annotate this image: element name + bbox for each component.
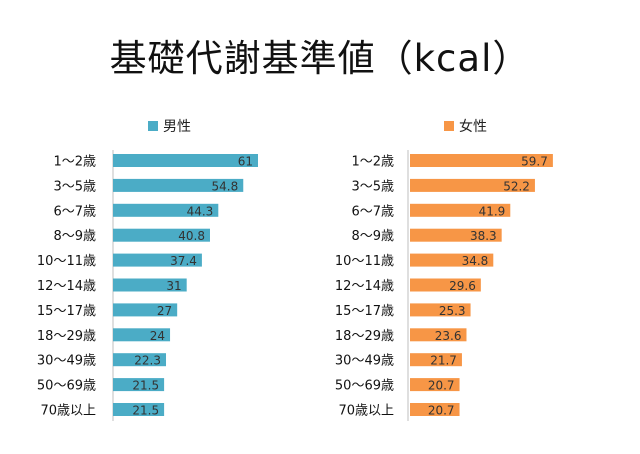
male-bar	[113, 253, 202, 267]
female-bar	[410, 228, 502, 242]
female-value-label: 41.9	[479, 204, 506, 218]
female-value-label: 21.7	[430, 354, 457, 368]
female-bar	[410, 178, 535, 192]
male-value-label: 24	[150, 329, 165, 343]
male-category-label: 30～49歳	[37, 354, 96, 369]
female-category-label: 15～17歳	[335, 304, 394, 319]
female-category-label: 8～9歳	[351, 229, 394, 244]
male-bar	[113, 228, 210, 242]
male-category-label: 1～2歳	[53, 155, 96, 170]
female-value-label: 52.2	[503, 179, 530, 193]
female-bar	[410, 303, 471, 317]
female-category-label: 30～49歳	[335, 354, 394, 369]
male-category-label: 18～29歳	[37, 329, 96, 344]
male-bar	[113, 178, 244, 192]
male-bar	[113, 203, 219, 217]
female-bar	[410, 278, 481, 292]
male-value-label: 27	[157, 304, 172, 318]
male-bar	[113, 403, 165, 416]
female-value-label: 29.6	[449, 279, 476, 293]
female-legend-label: 女性	[459, 118, 487, 135]
female-value-label: 20.7	[428, 404, 455, 418]
male-bar	[113, 278, 187, 292]
male-legend-label: 男性	[163, 119, 191, 135]
female-category-label: 3～5歳	[351, 179, 394, 194]
male-category-label: 10～11歳	[37, 254, 96, 269]
male-bar	[113, 328, 171, 342]
male-category-label: 70歳以上	[40, 404, 96, 419]
female-value-label: 34.8	[462, 254, 489, 268]
male-value-label: 21.5	[132, 379, 159, 393]
female-bar	[410, 328, 467, 342]
female-bar	[410, 203, 511, 217]
female-bar	[410, 253, 494, 267]
female-value-label: 23.6	[435, 329, 462, 343]
male-value-label: 21.5	[132, 404, 159, 418]
male-category-label: 8～9歳	[53, 229, 96, 244]
female-category-label: 10～11歳	[335, 254, 394, 269]
male-category-label: 15～17歳	[37, 304, 96, 319]
female-category-label: 50～69歳	[335, 379, 394, 394]
male-value-label: 31	[166, 279, 181, 293]
female-category-label: 12～14歳	[335, 279, 394, 294]
male-value-label: 61	[238, 155, 253, 169]
female-bar	[410, 353, 462, 367]
male-bar	[113, 378, 165, 392]
male-value-label: 44.3	[187, 204, 214, 218]
male-value-label: 22.3	[134, 354, 161, 368]
male-value-label: 54.8	[212, 179, 239, 193]
female-category-label: 1～2歳	[351, 155, 394, 170]
male-category-label: 12～14歳	[37, 279, 96, 294]
female-category-label: 70歳以上	[338, 404, 394, 419]
female-bar	[410, 154, 553, 167]
female-bar	[410, 378, 460, 392]
male-category-label: 50～69歳	[37, 379, 96, 394]
female-category-label: 6～7歳	[351, 204, 394, 219]
female-category-label: 18～29歳	[335, 329, 394, 344]
male-value-label: 37.4	[170, 254, 197, 268]
male-category-label: 6～7歳	[53, 204, 96, 219]
male-legend-swatch	[148, 121, 158, 131]
male-category-label: 3～5歳	[53, 179, 96, 194]
female-value-label: 59.7	[521, 155, 548, 169]
female-bar	[410, 403, 460, 416]
male-value-label: 40.8	[178, 229, 205, 243]
female-value-label: 20.7	[428, 379, 455, 393]
female-value-label: 38.3	[470, 229, 497, 243]
female-legend-swatch	[444, 121, 454, 131]
chart-title: 基礎代謝基準値（kcal）	[109, 37, 531, 80]
female-value-label: 25.3	[439, 304, 466, 318]
male-bar	[113, 353, 167, 367]
male-bar	[113, 154, 258, 167]
male-bar	[113, 303, 178, 317]
